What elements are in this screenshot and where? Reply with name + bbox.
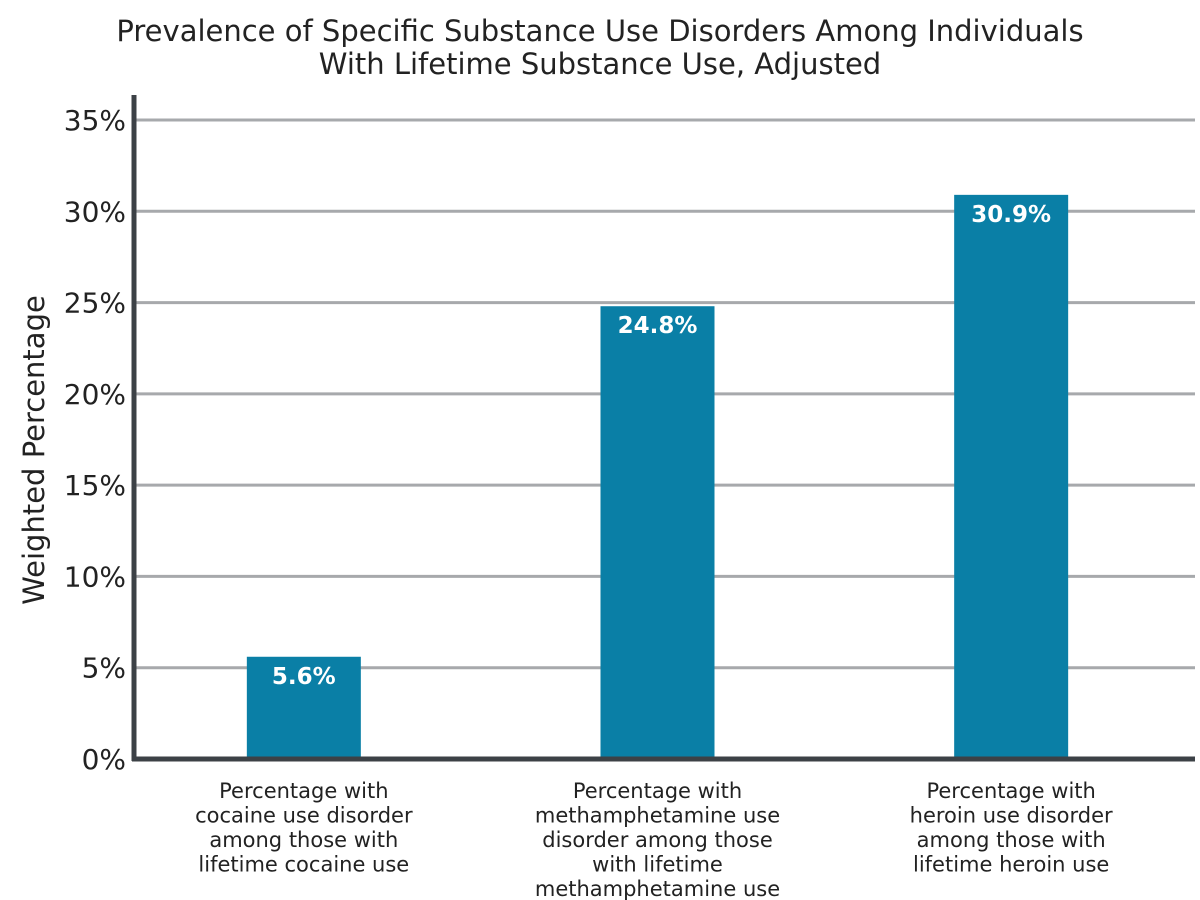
x-tick-label: Percentage with cocaine use disorder among… [195,779,413,877]
bar [246,656,361,759]
data-label: 30.9% [971,202,1051,228]
y-tick-label: 15% [64,469,126,502]
bar [600,306,715,759]
y-tick-label: 10% [64,560,126,593]
y-tick-label: 30% [64,195,126,228]
y-axis-label: Weighted Percentage [17,295,51,605]
x-tick-label: Percentage with heroin use disorder among … [910,779,1113,877]
labels: 0% 5% 10% 15% 20% 25% 30% 35% 5.6% Percentage wit… [64,104,1113,900]
y-tick-label: 25% [64,287,126,320]
y-tick-label: 20% [64,378,126,411]
data-label: 5.6% [272,664,336,690]
bar [954,194,1069,760]
bars [246,194,1069,760]
data-label: 24.8% [618,313,698,339]
y-tick-label: 35% [64,104,126,137]
y-tick-label: 0% [82,743,126,776]
x-tick-label: Percentage with methamphetamine use disord… [535,779,780,900]
y-tick-label: 5% [82,652,126,685]
chart-title: Prevalence of Specific Substance Use Dis… [116,14,1083,81]
axes [131,95,1195,762]
